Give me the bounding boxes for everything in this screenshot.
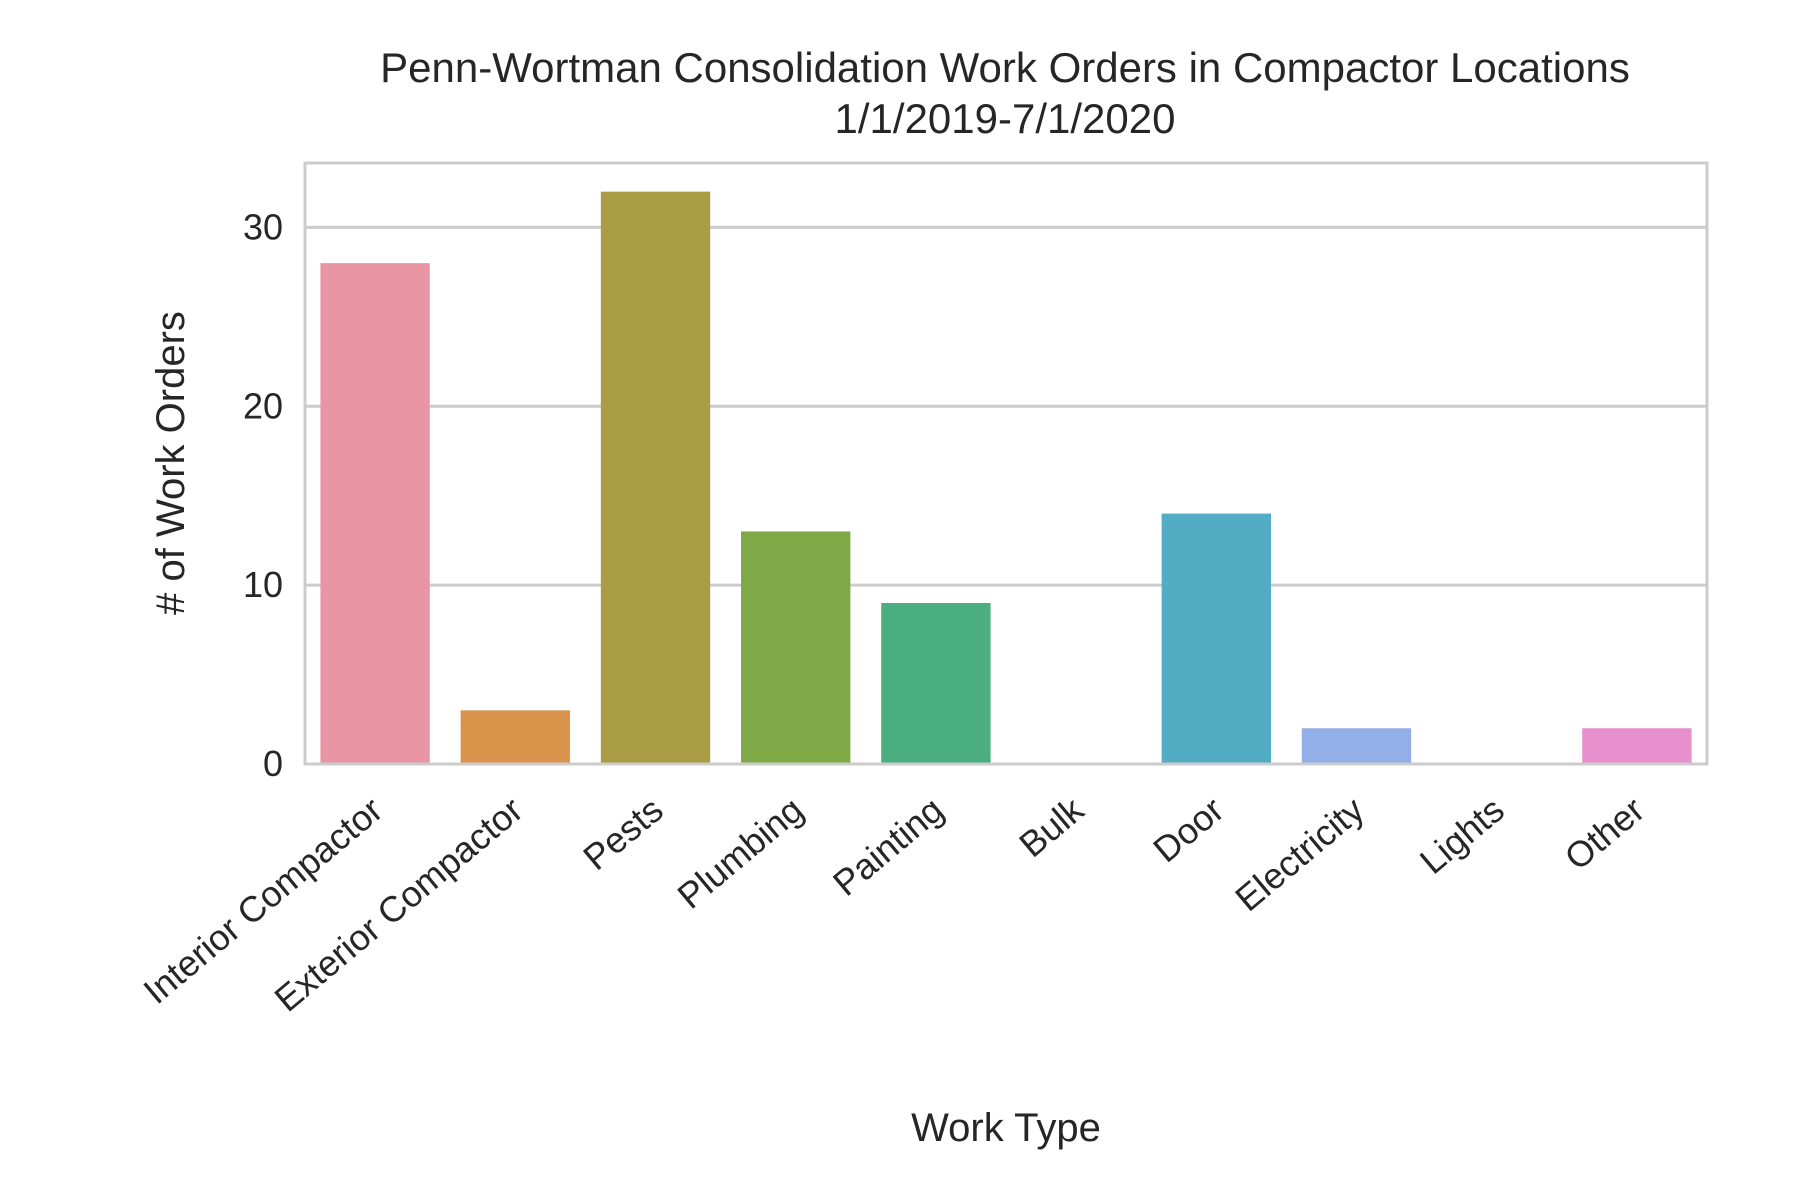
- plot-frame: [303, 161, 1709, 766]
- bar: [600, 191, 711, 765]
- y-axis-label: # of Work Orders: [149, 311, 193, 615]
- bar: [741, 531, 851, 764]
- bar: [320, 263, 430, 764]
- chart-title: Penn-Wortman Consolidation Work Orders i…: [380, 44, 1630, 91]
- bar: [1301, 728, 1412, 764]
- y-tick-label: 10: [243, 564, 283, 605]
- y-tick-labels: 0 10 20 30: [243, 206, 283, 784]
- y-tick-label: 30: [243, 206, 283, 247]
- bars: [320, 191, 1692, 765]
- x-axis-label: Work Type: [911, 1106, 1101, 1150]
- bar: [1161, 513, 1271, 764]
- bar: [460, 710, 570, 764]
- y-tick-label: 0: [263, 743, 283, 784]
- y-tick-label: 20: [243, 385, 283, 426]
- chart-subtitle: 1/1/2019-7/1/2020: [835, 95, 1176, 142]
- bar: [881, 603, 991, 764]
- bar: [1582, 728, 1692, 764]
